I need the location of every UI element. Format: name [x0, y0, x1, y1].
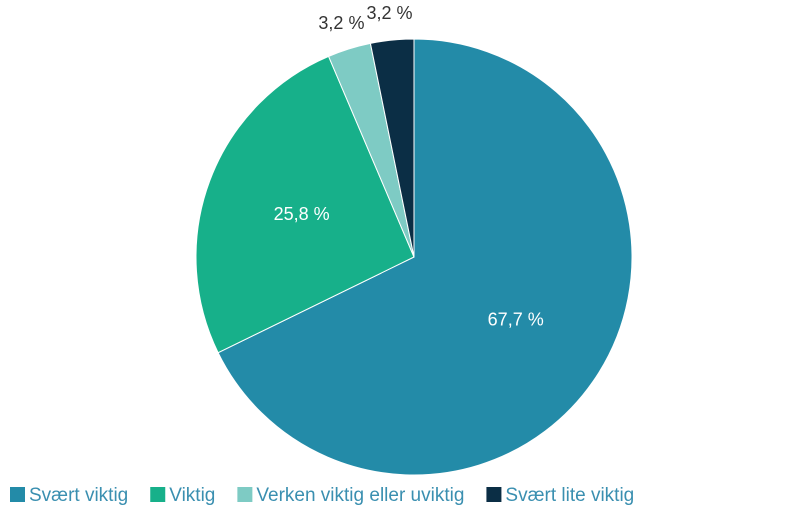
pie-slice: [369, 38, 415, 258]
legend-swatch: [150, 487, 166, 502]
legend-label: Svært viktig: [29, 485, 128, 506]
data-label: 67,7 %: [488, 309, 544, 329]
legend-label: Svært lite viktig: [505, 485, 634, 506]
data-label: 3,2 %: [366, 3, 412, 23]
data-label: 3,2 %: [318, 13, 364, 33]
legend-swatch: [486, 487, 502, 502]
legend-label: Viktig: [169, 485, 215, 506]
legend-label: Verken viktig eller uviktig: [256, 485, 464, 506]
legend-swatch: [10, 487, 25, 502]
pie-slice: [217, 38, 633, 476]
legend-swatch: [237, 487, 253, 502]
data-label: 25,8 %: [274, 204, 330, 224]
pie-slice: [195, 55, 415, 354]
